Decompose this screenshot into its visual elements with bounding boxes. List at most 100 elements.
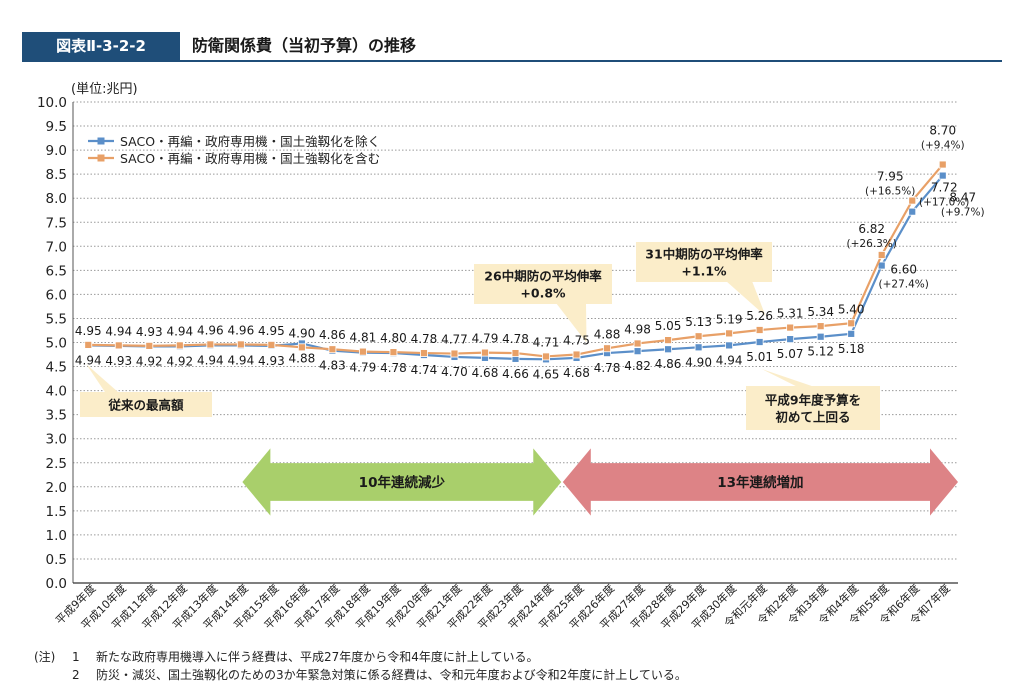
y-tick-label: 1.5 xyxy=(46,504,67,520)
y-tick-label: 3.0 xyxy=(46,432,67,448)
note-text: 新たな政府専用機導入に伴う経費は、平成27年度から令和4年度に計上している。 xyxy=(96,650,539,664)
data-point xyxy=(481,348,489,357)
h9-exceeded-callout-tail xyxy=(761,368,818,388)
data-label: 4.88 xyxy=(289,351,316,365)
data-label-note: (+27.4%) xyxy=(879,279,929,291)
data-point xyxy=(847,319,856,328)
data-label: 4.71 xyxy=(533,335,560,349)
data-point xyxy=(755,338,764,346)
data-point xyxy=(755,326,764,334)
data-point xyxy=(450,349,459,358)
data-label: 4.92 xyxy=(166,354,193,368)
data-label: 5.40 xyxy=(838,302,865,316)
data-point xyxy=(725,329,734,338)
data-label: 4.86 xyxy=(319,328,346,342)
data-label: 4.93 xyxy=(105,354,132,368)
data-label: 6.82 xyxy=(858,222,885,236)
data-label: 4.81 xyxy=(350,331,377,345)
y-tick-label: 6.0 xyxy=(46,287,67,303)
data-label: 4.70 xyxy=(441,365,468,379)
data-point xyxy=(145,341,154,350)
data-label: 5.12 xyxy=(807,345,834,359)
data-label-note: (+26.3%) xyxy=(847,238,897,250)
data-point xyxy=(938,160,947,169)
notes: (注) 1 新たな政府専用機導入に伴う経費は、平成27年度から令和4年度に計上してい… xyxy=(34,648,687,684)
y-tick-label: 7.5 xyxy=(46,215,67,231)
note-number: 2 xyxy=(72,668,80,682)
y-tick-label: 5.0 xyxy=(46,336,67,352)
h9-exceeded-callout-box xyxy=(746,386,880,430)
data-label: 4.95 xyxy=(258,324,285,338)
note-number: 1 xyxy=(72,650,80,664)
data-point xyxy=(359,347,367,356)
chudoki-26-callout: 26中期防の平均伸率 +0.8% xyxy=(474,264,612,343)
data-point xyxy=(847,329,856,338)
data-point xyxy=(267,341,276,349)
data-point xyxy=(908,207,917,216)
data-point xyxy=(84,341,93,349)
chudoki-26-callout-tail xyxy=(556,303,587,343)
data-label: 4.75 xyxy=(563,334,590,348)
data-label: 8.70 xyxy=(929,124,956,138)
data-label: 4.68 xyxy=(563,366,590,380)
data-label: 4.96 xyxy=(227,323,254,337)
chart-title: 防衛関係費（当初予算）の推移 xyxy=(192,36,417,55)
y-tick-label: 6.5 xyxy=(46,263,67,279)
data-label: 5.07 xyxy=(777,347,804,361)
data-point xyxy=(206,340,215,349)
decrease-arrow xyxy=(242,448,562,516)
chudoki-26-callout-text: +0.8% xyxy=(520,286,566,301)
data-point xyxy=(511,349,520,357)
data-label: 5.31 xyxy=(777,307,804,321)
data-label: 4.78 xyxy=(594,361,621,375)
data-label: 4.68 xyxy=(472,366,499,380)
header-rule xyxy=(22,60,1002,62)
data-point xyxy=(786,323,795,332)
chudoki-26-callout-text: 26中期防の平均伸率 xyxy=(484,269,602,284)
data-label: 5.01 xyxy=(746,350,773,364)
data-point xyxy=(542,352,550,361)
data-label: 4.93 xyxy=(136,325,163,339)
data-point xyxy=(816,332,825,341)
y-tick-label: 4.0 xyxy=(46,384,67,400)
data-point xyxy=(297,343,306,352)
y-tick-label: 0.0 xyxy=(46,576,67,592)
data-label: 7.72 xyxy=(931,181,958,195)
data-point xyxy=(572,350,581,359)
data-point xyxy=(633,347,642,356)
data-point xyxy=(725,341,734,350)
data-point xyxy=(420,349,428,357)
data-label-note: (+9.7%) xyxy=(941,207,985,219)
note-prefix: (注) xyxy=(34,650,56,664)
y-tick-label: 1.0 xyxy=(46,528,67,544)
increase-arrow-label: 13年連続増加 xyxy=(717,474,803,491)
previous-max-callout-box xyxy=(80,392,212,417)
data-label: 4.78 xyxy=(411,332,438,346)
data-point xyxy=(389,348,398,357)
data-label: 4.90 xyxy=(685,355,712,369)
data-label: 5.26 xyxy=(746,309,773,323)
y-tick-label: 8.0 xyxy=(46,191,67,207)
data-label: 4.80 xyxy=(380,331,407,345)
data-label: 5.19 xyxy=(716,312,743,326)
chudoki-26-callout-box xyxy=(474,264,612,304)
y-tick-label: 9.0 xyxy=(46,143,67,159)
legend-label: SACO・再編・政府専用機・国土強靱化を含む xyxy=(120,151,380,166)
data-label: 4.82 xyxy=(624,359,651,373)
chudoki-31-callout: 31中期防の平均伸率 +1.1% xyxy=(636,242,772,317)
data-label: 8.47 xyxy=(949,191,976,205)
data-label: 4.92 xyxy=(136,354,163,368)
data-point xyxy=(786,335,795,344)
data-label: 4.94 xyxy=(227,353,254,367)
data-label: 7.95 xyxy=(877,170,904,184)
note-item-2: 2 防災・減災、国土強靱化のための3か年緊急対策に係る経費は、令和元年度および令和… xyxy=(34,666,687,684)
data-point xyxy=(664,345,672,354)
data-label: 4.79 xyxy=(350,361,377,375)
data-label: 4.79 xyxy=(472,332,499,346)
data-label: 4.78 xyxy=(380,361,407,375)
data-point xyxy=(603,344,611,353)
y-tick-label: 2.5 xyxy=(46,456,67,472)
data-label: 4.74 xyxy=(411,363,438,377)
data-label: 4.94 xyxy=(166,324,193,338)
unit-label: (単位:兆円) xyxy=(71,81,138,97)
